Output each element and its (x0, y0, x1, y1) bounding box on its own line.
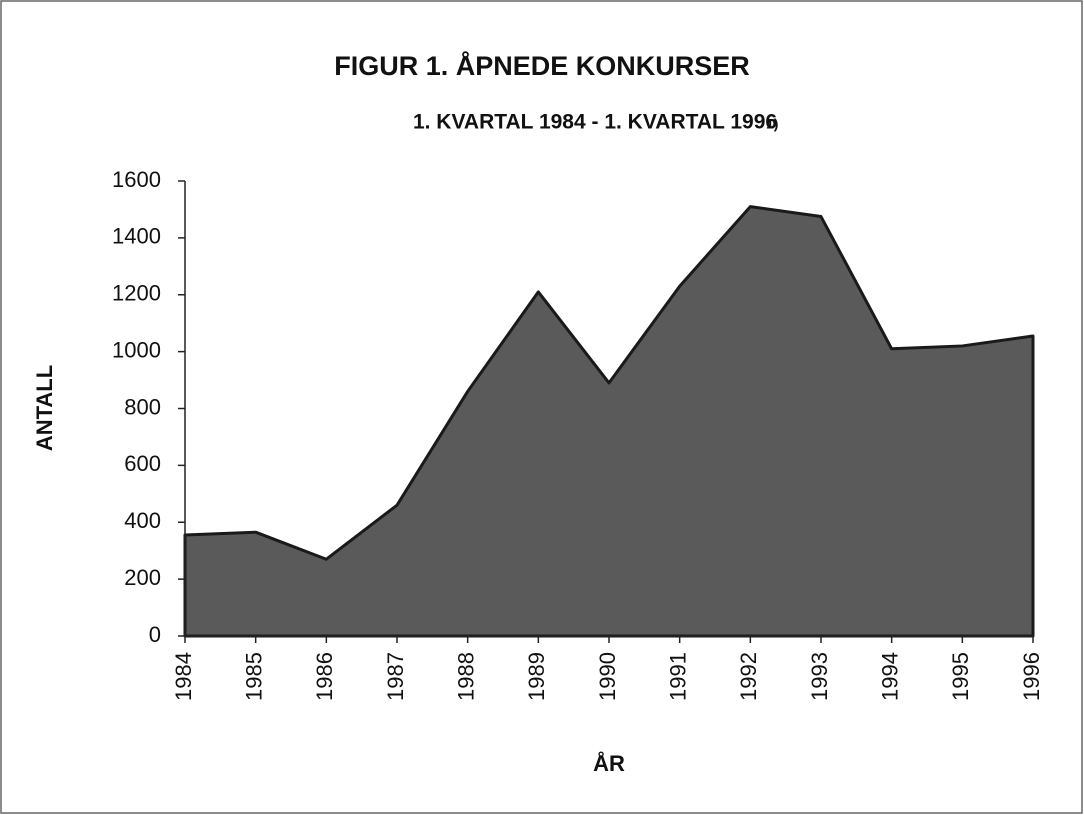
y-tick-label: 1000 (112, 337, 161, 362)
x-tick-label: 1989 (524, 652, 549, 701)
y-axis-label: ANTALL (32, 365, 57, 451)
chart-title: FIGUR 1. ÅPNEDE KONKURSER (334, 50, 750, 81)
y-tick-label: 800 (124, 394, 161, 419)
y-tick-label: 1400 (112, 224, 161, 249)
area (183, 205, 1035, 638)
y-tick-label: 600 (124, 451, 161, 476)
x-tick-label: 1995 (948, 652, 973, 701)
x-tick-label: 1990 (595, 652, 620, 701)
x-tick-label: 1991 (665, 652, 690, 701)
x-tick-label: 1986 (312, 652, 337, 701)
x-tick-label: 1994 (877, 652, 902, 701)
x-tick-label: 1988 (453, 652, 478, 701)
y-tick-label: 400 (124, 508, 161, 533)
x-tick-label: 1996 (1019, 652, 1044, 701)
y-tick-label: 1600 (112, 167, 161, 192)
x-tick-label: 1985 (241, 652, 266, 701)
x-tick-label: 1984 (171, 652, 196, 701)
x-tick-label: 1993 (807, 652, 832, 701)
y-tick-label: 0 (149, 622, 161, 647)
x-tick-label: 1987 (383, 652, 408, 701)
y-tick-label: 200 (124, 565, 161, 590)
y-tick-label: 1200 (112, 281, 161, 306)
x-tick-label: 1992 (736, 652, 761, 701)
chart-subtitle: 1. KVARTAL 1984 - 1. KVARTAL 1996 (413, 111, 777, 134)
x-axis-label: ÅR (593, 750, 625, 776)
footnote-marker: 1) (766, 116, 778, 132)
